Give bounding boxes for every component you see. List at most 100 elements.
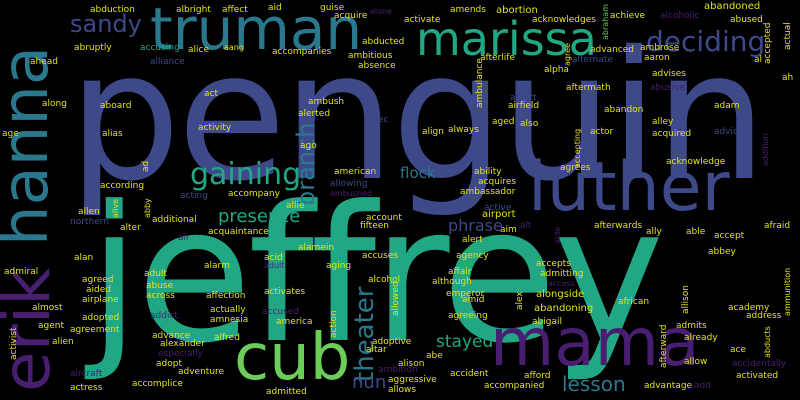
- word-aging: aging: [326, 261, 352, 271]
- word-alex: alex: [515, 291, 525, 310]
- word-alter: alter: [120, 223, 141, 233]
- word-ambush: ambush: [308, 97, 345, 107]
- word-allow: allow: [684, 357, 708, 367]
- word-ambrose: ambrose: [640, 43, 680, 53]
- word-actually: actually: [210, 305, 246, 315]
- word-truman: truman: [150, 0, 363, 63]
- word-align: align: [422, 127, 444, 137]
- word-also: also: [520, 119, 539, 129]
- word-allie: allie: [286, 201, 305, 211]
- word-ambition: ambition: [378, 365, 418, 375]
- word-agreement: agreement: [70, 325, 120, 335]
- word-agency: agency: [456, 251, 489, 261]
- word-advice: advice: [714, 127, 744, 137]
- word-airport: airport: [482, 209, 516, 220]
- word-accused: accused: [262, 307, 300, 317]
- word-abigail: abigail: [532, 317, 562, 327]
- word-afterward: afterward: [659, 324, 669, 368]
- word-aaron: aaron: [644, 53, 670, 63]
- word-agent: agent: [38, 321, 64, 331]
- word-along: along: [42, 99, 67, 109]
- word-admitting: admitting: [540, 269, 584, 279]
- word-alexander: alexander: [160, 339, 205, 349]
- word-african: african: [618, 297, 650, 307]
- word-ago: ago: [300, 141, 317, 151]
- word-agreed: agreed: [82, 275, 114, 285]
- word-air: air: [178, 233, 190, 243]
- word-alfred: alfred: [214, 333, 240, 343]
- word-especially: especially: [158, 349, 203, 359]
- word-marissa: marissa: [416, 12, 597, 66]
- word-accomplice: accomplice: [132, 379, 183, 389]
- word-theater: theater: [350, 286, 380, 382]
- word-advises: advises: [652, 69, 686, 79]
- word-gaining: gaining: [190, 157, 302, 192]
- word-already: already: [684, 333, 718, 343]
- word-ally: ally: [646, 227, 662, 237]
- word-ace: ace: [730, 345, 747, 355]
- word-activist: activist: [9, 327, 19, 360]
- word-alt: alt: [520, 221, 532, 231]
- word-agrees: agrees: [560, 163, 591, 173]
- word-afford: afford: [524, 371, 551, 381]
- word-northern: northern: [70, 217, 109, 227]
- word-acquire: acquire: [334, 11, 368, 21]
- word-american: american: [334, 167, 377, 177]
- word-lesson: lesson: [562, 372, 626, 396]
- word-ad: ad: [141, 160, 151, 172]
- word-admits: admits: [676, 321, 707, 331]
- word-alternate: alternate: [572, 55, 613, 65]
- word-alert: alert: [462, 235, 483, 245]
- word-sandy: sandy: [70, 10, 142, 38]
- word-luther: luther: [528, 148, 730, 227]
- word-affection: affection: [206, 291, 246, 301]
- word-advance: advance: [152, 331, 191, 341]
- word-alpha: alpha: [544, 65, 569, 75]
- word-account: account: [366, 213, 402, 223]
- word-abducted: abducted: [362, 37, 405, 47]
- word-accident: accident: [450, 369, 489, 379]
- word-ambulance: ambulance: [475, 58, 485, 108]
- word-altar: altar: [366, 345, 387, 355]
- word-adopt: adopt: [156, 359, 182, 369]
- word-alamein: alamein: [298, 243, 335, 253]
- word-aid: aid: [268, 3, 282, 13]
- word-adam: adam: [714, 101, 740, 111]
- word-ahead: ahead: [30, 57, 58, 67]
- word-add: add: [694, 381, 711, 391]
- word-alan: alan: [74, 253, 94, 263]
- word-presence: presence: [218, 206, 301, 227]
- word-abbey: abbey: [708, 247, 736, 257]
- word-ambushed: ambushed: [330, 189, 373, 198]
- word-acquaintance: acquaintance: [208, 227, 269, 237]
- word-abandon: abandon: [604, 105, 644, 115]
- word-affair: affair: [448, 267, 472, 277]
- word-alongside: alongside: [536, 289, 585, 300]
- word-ah: ah: [782, 73, 794, 83]
- word-actor: actor: [590, 127, 614, 137]
- word-afraid: afraid: [764, 221, 791, 231]
- word-abruptly: abruptly: [74, 43, 112, 53]
- word-abandoned: abandoned: [704, 1, 761, 12]
- word-advantage: advantage: [644, 381, 693, 391]
- word-active: active: [484, 203, 512, 213]
- word-aged: aged: [492, 117, 515, 127]
- word-branch: branch: [292, 122, 320, 206]
- word-abused: abused: [730, 15, 763, 25]
- word-hanna: hanna: [0, 45, 63, 246]
- word-alone: alone: [370, 7, 393, 16]
- word-aftermath: aftermath: [566, 83, 611, 93]
- word-advanced: advanced: [590, 45, 634, 55]
- word-aboard: aboard: [100, 101, 132, 111]
- word-alcoholic: alcoholic: [660, 11, 700, 21]
- word-flock: flock: [400, 164, 436, 182]
- word-america: america: [276, 317, 313, 327]
- word-accompany: accompany: [228, 189, 280, 199]
- word-alerted: alerted: [298, 109, 331, 119]
- word-airfield: airfield: [508, 101, 540, 111]
- word-address: address: [746, 311, 782, 321]
- word-accompanies: accompanies: [272, 47, 332, 57]
- word-act: act: [204, 89, 218, 99]
- word-abandoning: abandoning: [534, 303, 594, 314]
